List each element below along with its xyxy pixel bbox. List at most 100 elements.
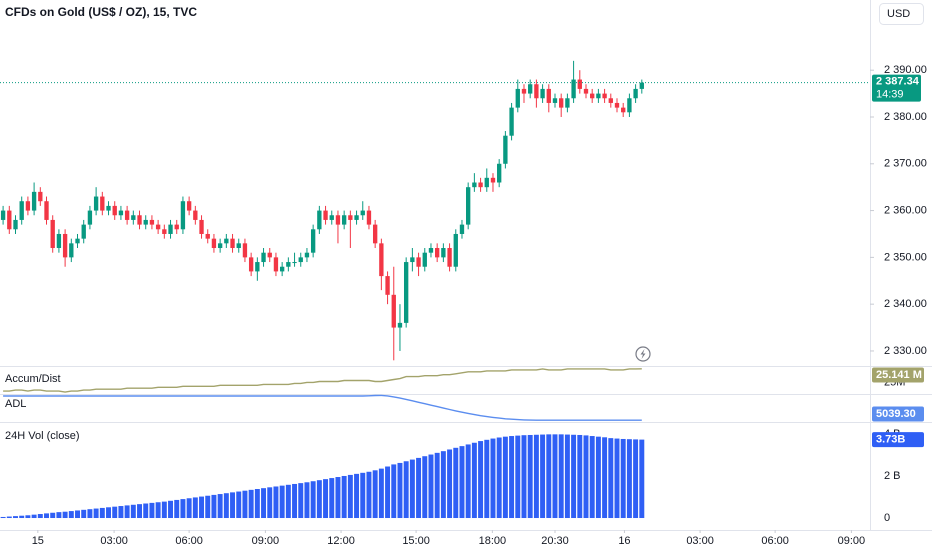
- candle-body: [292, 262, 297, 264]
- candle-body: [279, 266, 285, 272]
- volume-bar: [304, 482, 310, 519]
- indicator-line: [3, 394, 642, 421]
- candle-body: [205, 233, 210, 239]
- volume-bar: [589, 436, 595, 519]
- indicator-tick-label: 0: [884, 512, 890, 524]
- volume-bar: [552, 434, 558, 519]
- candle-body: [174, 224, 179, 230]
- indicator-value-label: 25.141 M: [876, 369, 922, 381]
- volume-bar: [465, 444, 471, 519]
- currency-button[interactable]: [879, 3, 924, 25]
- volume-bar: [620, 438, 626, 519]
- volume-bar: [372, 470, 378, 519]
- candle-body: [298, 257, 303, 263]
- candle-body: [75, 238, 80, 244]
- candle-body: [62, 233, 68, 258]
- volume-bar: [118, 506, 124, 519]
- volume-bar: [230, 492, 236, 519]
- volume-bar: [428, 454, 434, 519]
- symbol-title: CFDs on Gold (US$ / OZ), 15, TVC: [5, 5, 197, 19]
- volume-bar: [360, 472, 366, 519]
- candle-body: [155, 224, 161, 230]
- last-price-label: 2 387.34: [876, 76, 920, 88]
- candle-body: [93, 196, 99, 211]
- volume-bar: [639, 439, 645, 519]
- volume-bar: [161, 501, 167, 519]
- candle-body: [602, 93, 607, 99]
- volume-bar: [273, 486, 279, 519]
- volume-bar: [422, 456, 428, 519]
- candle-body: [590, 93, 595, 99]
- volume-bar: [484, 439, 490, 519]
- candle-body: [0, 210, 6, 220]
- volume-bar: [453, 447, 459, 519]
- volume-bar: [137, 504, 143, 519]
- candle-body: [236, 243, 241, 249]
- candle-body: [521, 88, 527, 94]
- currency-label[interactable]: USD: [887, 8, 910, 20]
- candle-body: [7, 210, 12, 230]
- volume-bar: [217, 494, 223, 519]
- volume-bar: [0, 516, 6, 519]
- volume-bar: [242, 490, 248, 519]
- volume-bar: [577, 434, 583, 519]
- candle-body: [453, 233, 458, 267]
- candle-body: [211, 238, 217, 249]
- volume-bar: [397, 462, 403, 519]
- candle-body: [366, 210, 372, 225]
- candle-body: [534, 84, 539, 99]
- candle-body: [304, 252, 310, 258]
- x-tick-label: 16: [618, 535, 630, 547]
- candle-body: [25, 201, 31, 211]
- candle-body: [379, 243, 384, 277]
- candle-body: [459, 224, 465, 234]
- volume-bar: [68, 511, 74, 519]
- candle-body: [199, 219, 204, 234]
- volume-bar: [490, 438, 496, 519]
- lightning-icon[interactable]: [635, 346, 651, 362]
- candle-body: [13, 219, 18, 230]
- x-tick-label: 03:00: [686, 535, 714, 547]
- candle-body: [596, 93, 601, 99]
- candle-body: [224, 238, 229, 244]
- candle-body: [403, 262, 409, 323]
- candle-body: [124, 210, 130, 220]
- candle-body: [608, 98, 613, 103]
- x-tick-label: 09:00: [252, 535, 280, 547]
- candle-body: [100, 196, 105, 211]
- volume-bar: [416, 457, 422, 519]
- candle-body: [509, 107, 514, 136]
- volume-bar: [533, 434, 539, 519]
- volume-bar: [44, 513, 49, 519]
- pane-label: Accum/Dist: [5, 373, 61, 385]
- x-tick-label: 18:00: [479, 535, 507, 547]
- volume-bar: [341, 475, 347, 519]
- x-tick-label: 03:00: [100, 535, 128, 547]
- icon-bolt[interactable]: [640, 349, 646, 359]
- candle-body: [360, 210, 365, 216]
- volume-bar: [6, 516, 12, 519]
- candle-body: [168, 224, 173, 234]
- volume-bar: [509, 436, 515, 519]
- volume-bar: [56, 512, 62, 519]
- candle-body: [577, 79, 582, 89]
- volume-bar: [292, 483, 298, 519]
- volume-bar: [471, 442, 477, 519]
- volume-bar: [378, 468, 384, 519]
- volume-bar: [521, 435, 527, 519]
- volume-bar: [261, 488, 267, 519]
- volume-bar: [285, 484, 291, 519]
- candle-body: [143, 219, 148, 225]
- volume-bar: [502, 436, 508, 519]
- volume-bar: [546, 434, 552, 519]
- candle-body: [416, 257, 421, 267]
- volume-bar: [155, 502, 161, 519]
- volume-bar: [75, 510, 80, 519]
- candle-body: [397, 322, 403, 328]
- candle-body: [478, 182, 483, 188]
- candle-body: [310, 229, 316, 253]
- volume-bar: [633, 439, 639, 519]
- indicator-value-label: 5039.30: [876, 408, 916, 420]
